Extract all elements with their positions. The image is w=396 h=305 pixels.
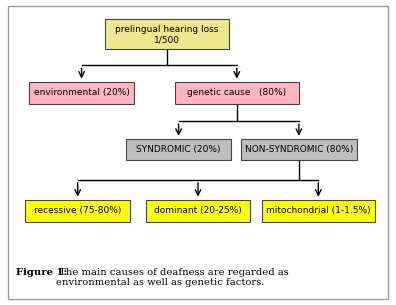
FancyBboxPatch shape (262, 199, 375, 222)
Text: environmental (20%): environmental (20%) (34, 88, 129, 97)
FancyBboxPatch shape (146, 199, 250, 222)
Text: SYNDROMIC (20%): SYNDROMIC (20%) (136, 145, 221, 154)
Text: NON-SYNDROMIC (80%): NON-SYNDROMIC (80%) (245, 145, 353, 154)
FancyBboxPatch shape (126, 139, 231, 160)
Text: genetic cause   (80%): genetic cause (80%) (187, 88, 286, 97)
FancyBboxPatch shape (105, 20, 229, 49)
Text: Figure 1:: Figure 1: (15, 267, 67, 277)
Text: mitochondrial (1-1.5%): mitochondrial (1-1.5%) (266, 206, 371, 215)
FancyBboxPatch shape (241, 139, 357, 160)
Text: prelingual hearing loss
1/500: prelingual hearing loss 1/500 (115, 25, 219, 44)
FancyBboxPatch shape (29, 81, 134, 104)
Text: recessive (75-80%): recessive (75-80%) (34, 206, 122, 215)
Text: The main causes of deafness are regarded as
environmental as well as genetic fac: The main causes of deafness are regarded… (56, 267, 289, 287)
FancyBboxPatch shape (25, 199, 130, 222)
Text: dominant (20-25%): dominant (20-25%) (154, 206, 242, 215)
FancyBboxPatch shape (175, 81, 299, 104)
